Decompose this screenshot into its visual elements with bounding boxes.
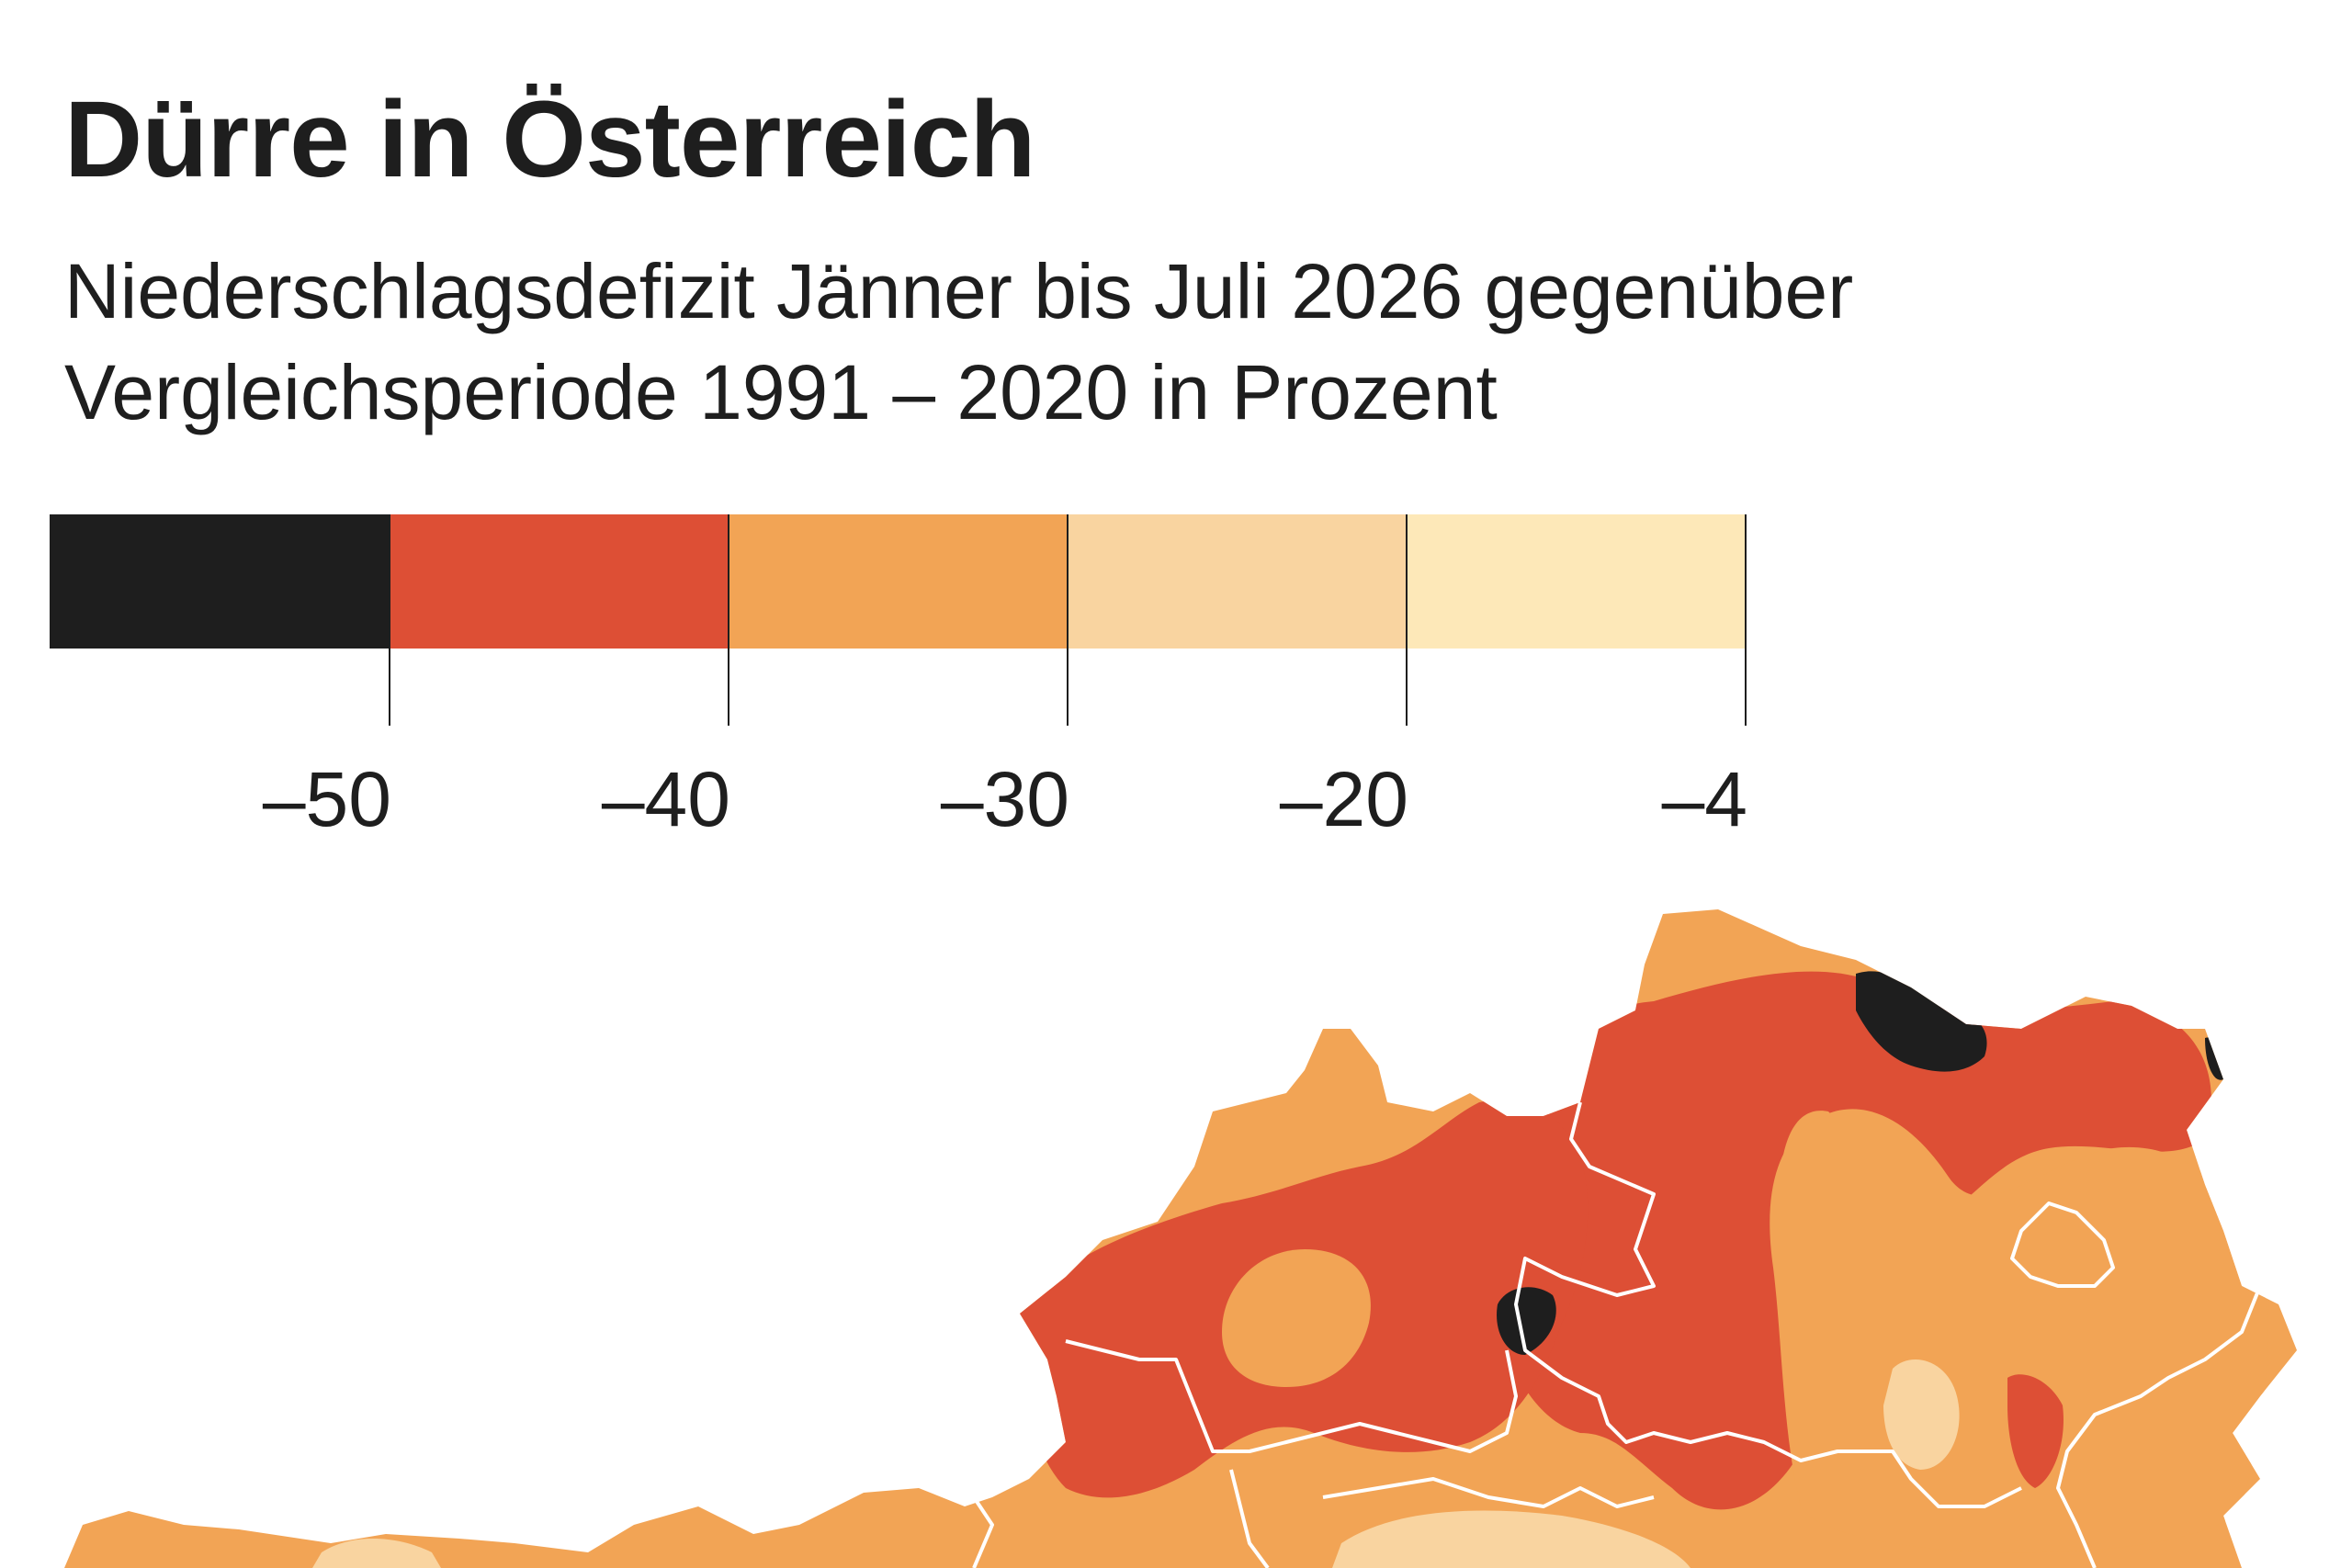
legend-swatch-40-30: [728, 514, 1067, 649]
legend-label-50: –50: [262, 756, 391, 842]
map-region-extreme-central: [1497, 1287, 1556, 1355]
map-region-light-east: [1883, 1359, 1960, 1470]
border-tyrol-salzburg: [972, 1495, 994, 1568]
border-salzburg-south: [1229, 1469, 1270, 1568]
subtitle-line-1: Niederschlagsdefizit Jänner bis Juli 202…: [64, 248, 1854, 334]
legend-tick-20: [1406, 514, 1408, 726]
map-region-severe-southeast: [2007, 1374, 2064, 1488]
legend-swatch-50-40: [389, 514, 728, 649]
map-region-extreme-northeast: [1856, 971, 1987, 1072]
map-region-moderate-pocket-west: [1222, 1249, 1371, 1387]
legend-tick-50: [389, 514, 390, 726]
subtitle-line-2: Vergleichsperiode 1991 – 2020 in Prozent: [64, 349, 1498, 435]
state-borders: [972, 1101, 2262, 1568]
border-styria-carinthia: [1322, 1477, 1655, 1508]
legend-swatch-20-4: [1406, 514, 1745, 649]
map-region-severe-north: [1507, 971, 2211, 1510]
color-legend: –50 –40 –30 –20 –4: [50, 514, 1749, 842]
legend-color-bar: [50, 514, 1745, 649]
map-region-light-southwest: [312, 1539, 441, 1568]
legend-label-4: –4: [1661, 756, 1747, 842]
border-vienna: [2010, 1201, 2115, 1288]
legend-tick-4: [1745, 514, 1747, 726]
legend-tick-40: [728, 514, 729, 726]
legend-label-40: –40: [601, 756, 730, 842]
map-region-light-south: [1332, 1510, 1690, 1568]
border-upper-austria-salzburg: [1065, 1339, 1518, 1453]
legend-label-30: –30: [940, 756, 1069, 842]
austria-drought-map: [64, 909, 2297, 1568]
border-burgenland: [2056, 1285, 2262, 1568]
legend-swatch-30-20: [1067, 514, 1406, 649]
map-title: Dürre in Österreich: [64, 79, 1035, 200]
legend-swatch-below-50: [50, 514, 389, 649]
map-subtitle: Niederschlagsdefizit Jänner bis Juli 202…: [64, 241, 2177, 443]
border-upper-lower-austria: [1514, 1101, 2022, 1508]
legend-label-20: –20: [1279, 756, 1408, 842]
legend-tick-30: [1067, 514, 1069, 726]
